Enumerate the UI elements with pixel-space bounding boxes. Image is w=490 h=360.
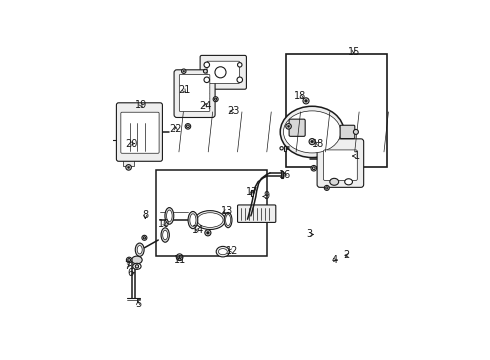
Circle shape — [288, 125, 290, 127]
Ellipse shape — [167, 210, 172, 222]
Circle shape — [185, 123, 191, 129]
Text: 18: 18 — [312, 139, 324, 149]
Bar — [286, 54, 387, 167]
Circle shape — [213, 97, 218, 102]
Circle shape — [203, 69, 207, 73]
Text: 14: 14 — [193, 225, 205, 235]
Circle shape — [353, 129, 358, 134]
Bar — [250, 190, 253, 195]
Circle shape — [311, 166, 317, 171]
FancyBboxPatch shape — [117, 103, 162, 161]
Text: 7: 7 — [124, 261, 130, 270]
Circle shape — [237, 77, 243, 82]
FancyBboxPatch shape — [289, 119, 305, 136]
FancyBboxPatch shape — [323, 150, 357, 180]
Text: 23: 23 — [227, 106, 239, 116]
Circle shape — [127, 166, 130, 168]
Text: 6: 6 — [127, 268, 134, 278]
Text: 5: 5 — [135, 299, 141, 309]
FancyBboxPatch shape — [340, 125, 355, 139]
Ellipse shape — [137, 246, 142, 254]
Circle shape — [206, 231, 209, 234]
Ellipse shape — [188, 211, 198, 229]
Text: 4: 4 — [331, 255, 337, 265]
Text: 24: 24 — [199, 102, 212, 111]
Text: 19: 19 — [135, 100, 147, 110]
Circle shape — [313, 167, 315, 170]
Text: 12: 12 — [226, 246, 239, 256]
Text: 8: 8 — [142, 210, 148, 220]
FancyBboxPatch shape — [174, 70, 215, 117]
Text: 15: 15 — [347, 47, 360, 57]
Ellipse shape — [163, 230, 168, 240]
FancyBboxPatch shape — [179, 75, 210, 111]
Circle shape — [309, 139, 315, 145]
FancyBboxPatch shape — [207, 61, 240, 84]
Text: 21: 21 — [178, 85, 190, 95]
Ellipse shape — [165, 208, 174, 224]
Circle shape — [215, 98, 217, 100]
Circle shape — [126, 165, 131, 170]
Ellipse shape — [195, 211, 225, 229]
Ellipse shape — [224, 212, 232, 228]
Text: 20: 20 — [125, 139, 138, 149]
Ellipse shape — [283, 111, 341, 153]
Text: 22: 22 — [170, 123, 182, 134]
Bar — [156, 170, 267, 256]
Circle shape — [204, 62, 210, 68]
Ellipse shape — [197, 213, 223, 228]
Circle shape — [178, 256, 181, 259]
Text: 10: 10 — [158, 219, 171, 229]
Text: 9: 9 — [263, 192, 270, 202]
Circle shape — [204, 77, 210, 82]
Circle shape — [142, 235, 147, 240]
Polygon shape — [123, 159, 134, 166]
Text: 2: 2 — [343, 250, 350, 260]
Circle shape — [182, 69, 186, 73]
Circle shape — [187, 125, 189, 128]
FancyBboxPatch shape — [317, 139, 364, 187]
Circle shape — [176, 254, 183, 261]
Circle shape — [286, 123, 292, 129]
Circle shape — [324, 185, 329, 190]
Bar — [284, 146, 286, 151]
Text: 17: 17 — [245, 187, 258, 197]
Ellipse shape — [190, 214, 196, 226]
Ellipse shape — [135, 243, 144, 256]
Circle shape — [303, 98, 309, 104]
Bar — [281, 171, 283, 179]
Text: 16: 16 — [279, 170, 291, 180]
Circle shape — [305, 99, 307, 102]
Circle shape — [280, 147, 283, 150]
Circle shape — [238, 63, 242, 67]
Ellipse shape — [225, 215, 231, 226]
Ellipse shape — [161, 228, 170, 242]
Text: 3: 3 — [306, 229, 314, 239]
Ellipse shape — [216, 246, 229, 257]
FancyBboxPatch shape — [238, 205, 276, 222]
Ellipse shape — [330, 178, 339, 185]
Circle shape — [311, 140, 314, 143]
Circle shape — [326, 187, 328, 189]
Text: 18: 18 — [294, 91, 307, 102]
Circle shape — [205, 230, 211, 236]
Ellipse shape — [132, 256, 142, 264]
FancyBboxPatch shape — [200, 55, 246, 89]
Circle shape — [183, 70, 185, 72]
Circle shape — [126, 257, 132, 263]
Circle shape — [215, 67, 226, 78]
Ellipse shape — [344, 179, 352, 185]
Ellipse shape — [280, 106, 344, 158]
Text: 11: 11 — [173, 255, 186, 265]
Text: 13: 13 — [220, 206, 233, 216]
Text: 1: 1 — [352, 151, 360, 161]
Circle shape — [143, 237, 146, 239]
Ellipse shape — [219, 249, 227, 255]
Circle shape — [128, 258, 130, 261]
Ellipse shape — [133, 263, 141, 269]
FancyBboxPatch shape — [121, 112, 159, 153]
Circle shape — [135, 265, 139, 268]
